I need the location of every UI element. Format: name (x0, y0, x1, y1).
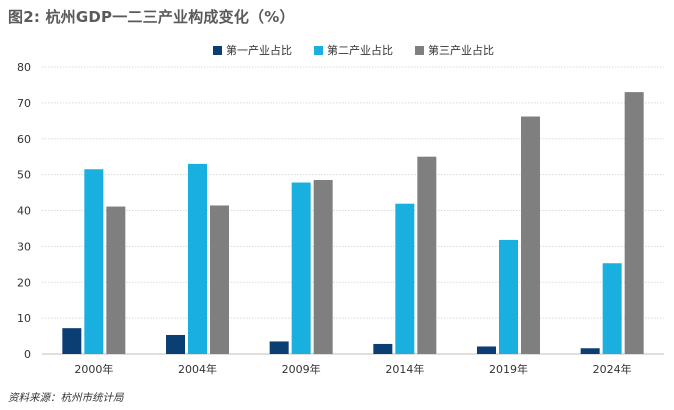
bar (521, 116, 540, 354)
y-tick-label: 50 (17, 169, 31, 182)
bar (417, 156, 437, 354)
y-tick-label: 30 (17, 240, 31, 253)
x-tick-label: 2009年 (282, 362, 321, 376)
x-tick-label: 2000年 (74, 362, 113, 376)
bar (580, 348, 600, 354)
y-tick-label: 10 (17, 312, 31, 325)
source-note: 资料来源：杭州市统计局 (8, 392, 124, 404)
legend: 第一产业占比 第二产业占比 第三产业占比 (213, 42, 516, 58)
legend-label-tertiary: 第三产业占比 (428, 44, 494, 57)
legend-label-secondary: 第二产业占比 (327, 44, 393, 57)
legend-label-primary: 第一产业占比 (226, 44, 292, 57)
bar (373, 343, 393, 354)
bar (188, 163, 207, 354)
bar (210, 205, 229, 354)
legend-item-tertiary: 第三产业占比 (415, 42, 494, 58)
x-tick-label: 2004年 (178, 362, 217, 376)
bar (166, 334, 185, 354)
bar (499, 239, 518, 354)
legend-item-secondary: 第二产业占比 (314, 42, 393, 58)
bar (602, 263, 622, 354)
bar (84, 169, 104, 354)
y-tick-label: 80 (17, 61, 31, 74)
bar (269, 341, 289, 354)
y-tick-label: 0 (24, 348, 31, 361)
y-tick-label: 40 (17, 205, 31, 218)
legend-item-primary: 第一产业占比 (213, 42, 292, 58)
x-tick-label: 2014年 (385, 362, 424, 376)
bar (291, 182, 311, 354)
bar (313, 180, 333, 354)
bar (106, 206, 126, 354)
legend-swatch-secondary (314, 45, 323, 55)
y-tick-label: 70 (17, 97, 31, 110)
y-tick-label: 20 (17, 276, 31, 289)
bar (624, 92, 644, 355)
x-tick-label: 2019年 (489, 362, 528, 376)
legend-swatch-tertiary (415, 45, 424, 55)
bar (477, 346, 496, 354)
x-tick-label: 2024年 (593, 362, 632, 376)
legend-swatch-primary (213, 45, 222, 55)
bar (395, 203, 415, 354)
y-tick-label: 60 (17, 133, 31, 146)
bar (62, 328, 82, 354)
chart-title: 图2: 杭州GDP一二三产业构成变化（%） (8, 8, 295, 26)
